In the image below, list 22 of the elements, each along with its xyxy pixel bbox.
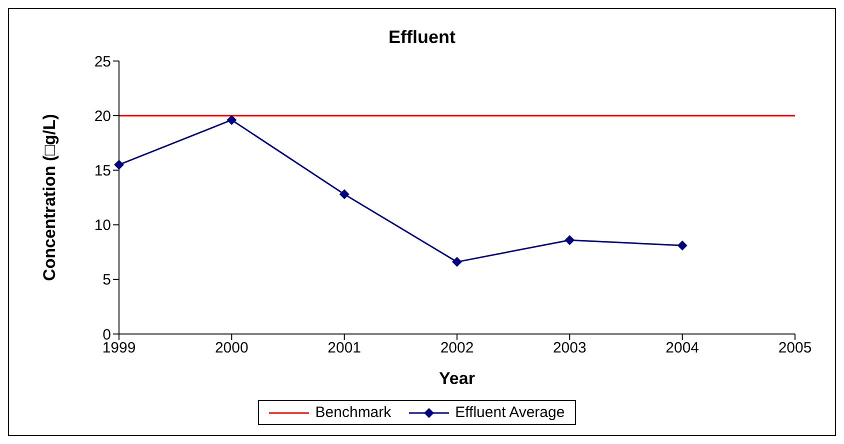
x-tick-label: 2002 bbox=[440, 340, 474, 357]
x-axis-title: Year bbox=[439, 369, 476, 388]
legend-label: Benchmark bbox=[314, 404, 392, 421]
y-tick-label: 10 bbox=[94, 217, 111, 234]
y-tick-label: 20 bbox=[94, 108, 111, 125]
chart-title: Effluent bbox=[388, 26, 456, 49]
point bbox=[564, 235, 575, 246]
x-tick-label: 2005 bbox=[778, 340, 812, 357]
y-tick-label: 5 bbox=[102, 272, 111, 289]
point bbox=[114, 160, 124, 170]
x-tick-label: 2001 bbox=[328, 340, 362, 357]
point bbox=[452, 256, 462, 267]
y-axis-title: Concentration (□g/L) bbox=[40, 114, 60, 282]
legend-label: Effluent Average bbox=[454, 404, 565, 421]
y-tick-label: 15 bbox=[94, 162, 111, 180]
x-tick-label: 2003 bbox=[552, 340, 586, 357]
x-tick-label: 2004 bbox=[666, 340, 700, 357]
y-tick-label: 25 bbox=[94, 53, 111, 70]
point bbox=[339, 189, 350, 200]
x-tick-label: 2000 bbox=[214, 340, 248, 357]
point bbox=[226, 114, 237, 125]
point bbox=[677, 240, 688, 251]
